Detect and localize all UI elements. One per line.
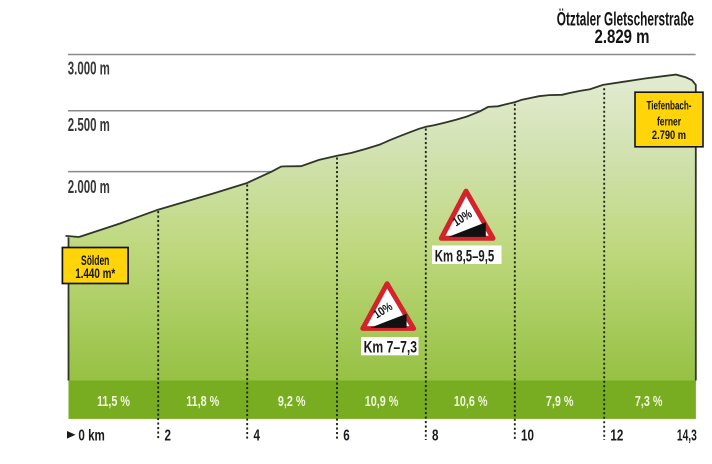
svg-text:Km 7–7,3: Km 7–7,3 (364, 339, 417, 357)
svg-text:14,3: 14,3 (677, 426, 697, 444)
svg-text:12: 12 (610, 427, 623, 444)
svg-text:Tiefenbach-: Tiefenbach- (647, 100, 692, 113)
svg-text:2.500 m: 2.500 m (68, 115, 110, 135)
svg-text:11,8 %: 11,8 % (186, 392, 220, 409)
svg-text:2.790 m: 2.790 m (652, 130, 686, 142)
svg-text:2.829 m: 2.829 m (594, 26, 649, 47)
svg-text:4: 4 (254, 427, 261, 444)
svg-text:0 km: 0 km (78, 427, 104, 444)
svg-text:2.000 m: 2.000 m (68, 177, 110, 197)
svg-text:8: 8 (432, 427, 439, 444)
svg-text:11,5 %: 11,5 % (97, 392, 131, 409)
svg-text:2: 2 (165, 427, 172, 444)
svg-text:6: 6 (343, 427, 350, 444)
svg-text:9,2 %: 9,2 % (278, 392, 306, 409)
svg-text:3.000 m: 3.000 m (68, 59, 110, 79)
svg-text:Km 8,5–9,5: Km 8,5–9,5 (435, 247, 494, 266)
svg-text:10,9 %: 10,9 % (365, 392, 399, 409)
svg-text:7,3 %: 7,3 % (635, 392, 663, 409)
svg-text:ferner: ferner (657, 117, 681, 130)
svg-text:Ötztaler Gletscherstraße: Ötztaler Gletscherstraße (557, 7, 694, 30)
svg-text:7,9 %: 7,9 % (546, 392, 574, 409)
svg-text:Sölden: Sölden (81, 254, 109, 268)
svg-text:1.440 m*: 1.440 m* (75, 265, 115, 281)
svg-text:10: 10 (521, 427, 534, 444)
svg-text:10,6 %: 10,6 % (454, 392, 488, 409)
